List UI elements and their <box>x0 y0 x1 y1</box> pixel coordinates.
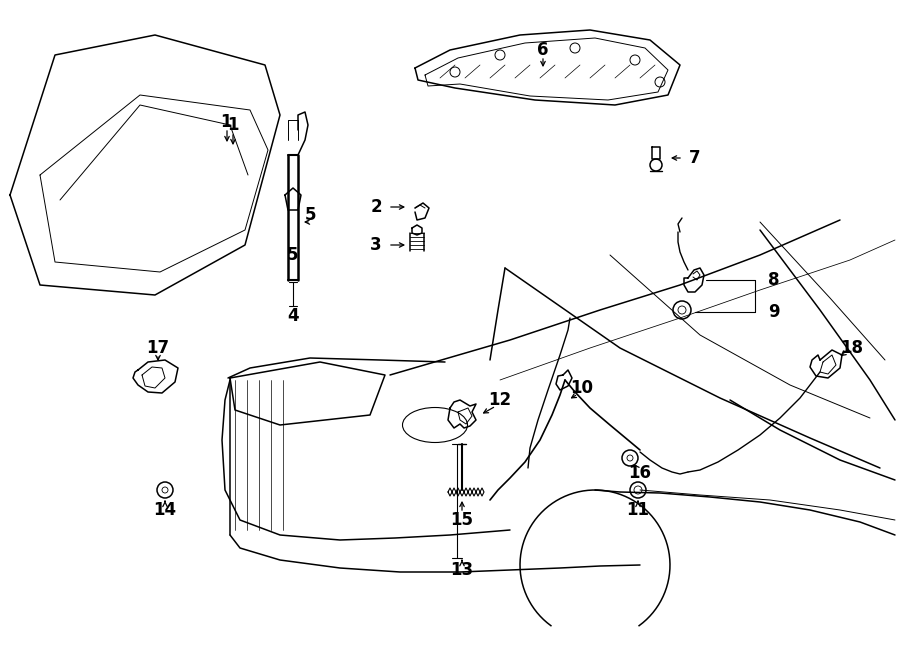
Text: 5: 5 <box>287 246 299 264</box>
Text: 4: 4 <box>287 307 299 325</box>
Text: 8: 8 <box>768 271 779 289</box>
Text: 1: 1 <box>227 116 239 134</box>
Text: 2: 2 <box>370 198 382 216</box>
Text: 14: 14 <box>153 501 176 519</box>
Text: 17: 17 <box>147 339 169 357</box>
Text: 13: 13 <box>450 561 473 579</box>
Text: 18: 18 <box>841 339 863 357</box>
Text: 7: 7 <box>689 149 701 167</box>
Text: 6: 6 <box>537 41 549 59</box>
Text: 15: 15 <box>451 511 473 529</box>
Text: 11: 11 <box>626 501 650 519</box>
Text: 12: 12 <box>489 391 511 409</box>
Text: 9: 9 <box>768 303 779 321</box>
Text: 10: 10 <box>571 379 593 397</box>
Text: 16: 16 <box>628 464 652 482</box>
Text: 1: 1 <box>220 113 232 131</box>
Text: 5: 5 <box>305 206 317 224</box>
Text: 3: 3 <box>370 236 382 254</box>
